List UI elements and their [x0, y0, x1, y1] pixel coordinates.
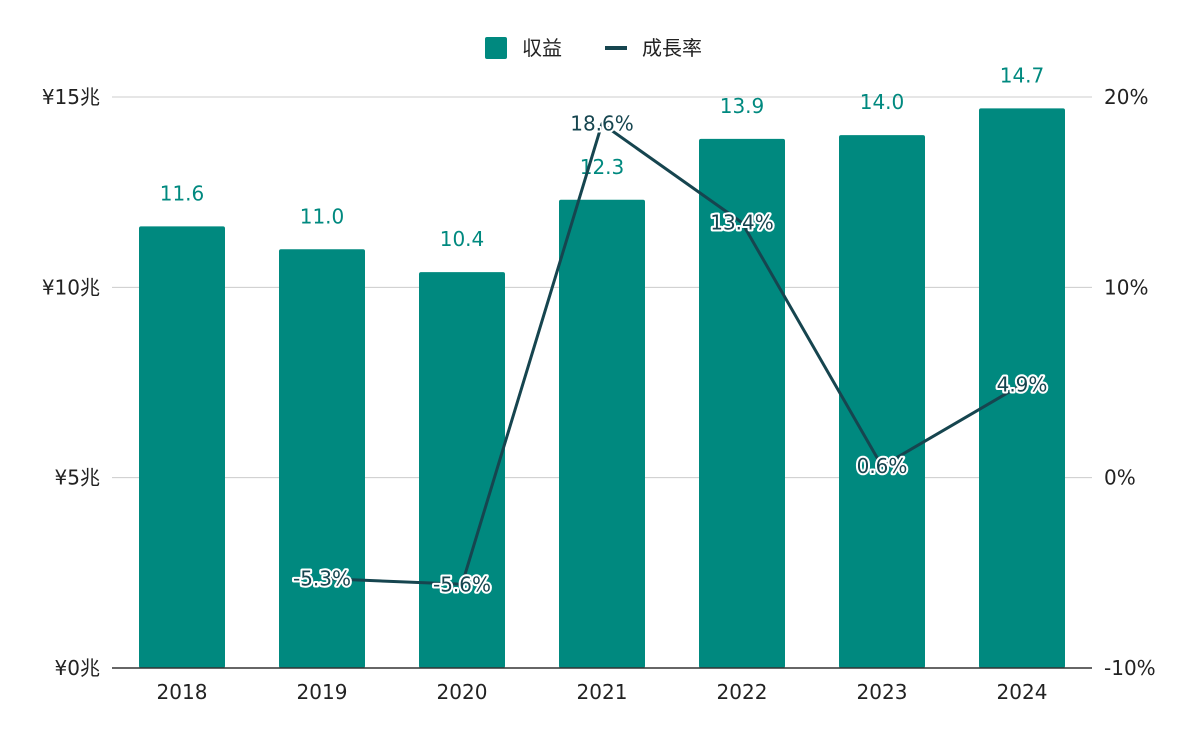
y-right-tick-label: -10% — [1104, 656, 1156, 680]
bar-data-labels: 11.611.010.412.313.9 14.014.7 — [160, 63, 1045, 251]
y-left-tick-label: ¥5兆 — [55, 466, 100, 490]
x-tick-label: 2023 — [857, 680, 908, 704]
x-tick-label: 2020 — [437, 680, 488, 704]
revenue-bar — [699, 138, 785, 668]
revenue-bar-label: 10.4 — [440, 227, 485, 251]
x-tick-label: 2018 — [157, 680, 208, 704]
legend-label-growth-rate: 成長率 — [642, 36, 702, 60]
bar-series-revenue — [139, 108, 1065, 669]
growth-rate-label: -5.6% — [433, 572, 491, 596]
y-right-tick-label: 0% — [1104, 466, 1136, 490]
revenue-bar — [279, 249, 365, 668]
x-tick-label: 2019 — [297, 680, 348, 704]
revenue-bar-label: 11.0 — [300, 204, 345, 228]
revenue-bar — [839, 135, 925, 669]
line-data-labels: -5.3% -5.6% 18.6% 13.4% 0.6% 4.9% — [291, 110, 1049, 599]
legend-label-revenue: 収益 — [522, 36, 562, 60]
revenue-bar — [139, 226, 225, 668]
x-tick-label: 2024 — [997, 680, 1048, 704]
revenue-bar-label: 11.6 — [160, 181, 205, 205]
y-left-tick-label: ¥0兆 — [55, 656, 100, 680]
y-right-tick-label: 10% — [1104, 275, 1148, 299]
growth-rate-label: 4.9% — [997, 372, 1048, 396]
revenue-bar — [559, 199, 645, 668]
revenue-bar-label: 14.0 — [860, 90, 905, 114]
x-tick-label: 2021 — [577, 680, 628, 704]
y-left-tick-label: ¥15兆 — [42, 85, 100, 109]
revenue-bar-label: 14.7 — [1000, 63, 1045, 87]
legend-item-growth-rate: 成長率 — [605, 36, 702, 60]
y-right-tick-label: 20% — [1104, 85, 1148, 109]
legend-swatch-revenue — [485, 37, 507, 59]
legend-item-revenue: 収益 — [485, 36, 562, 60]
revenue-bar — [419, 272, 505, 668]
y-left-tick-label: ¥10兆 — [42, 275, 100, 299]
growth-rate-label: 13.4% — [710, 211, 774, 235]
growth-rate-label: -5.3% — [293, 567, 351, 591]
growth-rate-label: 0.6% — [857, 454, 908, 478]
revenue-bar — [979, 108, 1065, 669]
revenue-bar-label: 13.9 — [720, 94, 765, 118]
x-tick-label: 2022 — [717, 680, 768, 704]
line-series-growth-rate — [321, 122, 1023, 586]
axes: ¥0兆 ¥5兆 ¥10兆 ¥15兆 -10% 0% 10% 20% 2018 2019 2020 20… — [42, 85, 1156, 704]
growth-rate-line — [321, 122, 1023, 586]
legend: 収益 成長率 — [485, 36, 702, 60]
growth-rate-label: 18.6% — [570, 112, 634, 136]
